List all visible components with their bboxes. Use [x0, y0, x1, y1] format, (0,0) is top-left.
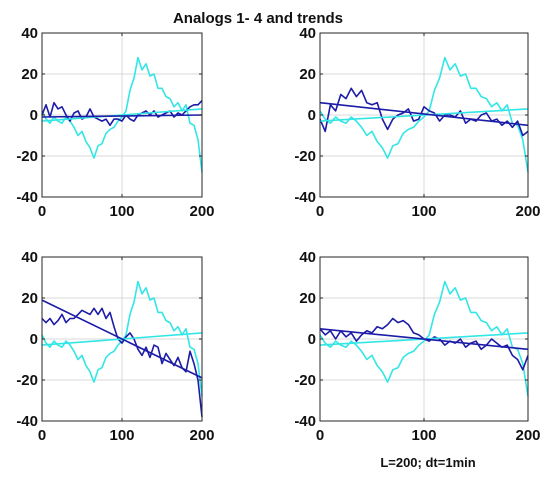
x-tick-label: 0	[316, 427, 324, 444]
analog-trend-line	[41, 299, 203, 379]
analog-series-line	[41, 307, 203, 417]
x-tick-label: 100	[109, 203, 134, 220]
y-tick-label: 0	[308, 107, 316, 124]
y-tick-label: 40	[21, 249, 38, 266]
y-tick-label: 40	[299, 25, 316, 42]
x-tick-label: 200	[189, 427, 214, 444]
y-tick-label: -40	[16, 413, 38, 430]
y-tick-label: -40	[294, 413, 316, 430]
x-tick-label: 100	[109, 427, 134, 444]
x-tick-label: 0	[316, 203, 324, 220]
x-tick-label: 0	[38, 427, 46, 444]
y-tick-label: -20	[16, 148, 38, 165]
y-tick-label: 0	[308, 331, 316, 348]
reference-trend-line	[41, 108, 203, 122]
y-tick-label: 0	[30, 107, 38, 124]
analog-trend-line	[319, 101, 529, 127]
y-tick-label: 0	[30, 331, 38, 348]
y-tick-label: -40	[16, 189, 38, 206]
figure-title: Analogs 1- 4 and trends	[173, 10, 343, 27]
y-tick-label: 40	[21, 25, 38, 42]
y-tick-label: 20	[299, 290, 316, 307]
x-tick-label: 100	[411, 203, 436, 220]
y-tick-label: 20	[21, 290, 38, 307]
y-tick-label: -40	[294, 189, 316, 206]
y-tick-label: 20	[21, 66, 38, 83]
x-tick-label: 100	[411, 427, 436, 444]
x-tick-label: 0	[38, 203, 46, 220]
y-tick-label: 40	[299, 249, 316, 266]
y-tick-label: -20	[294, 372, 316, 389]
analog-trend-line	[319, 328, 529, 351]
y-tick-label: -20	[294, 148, 316, 165]
y-tick-label: 20	[299, 66, 316, 83]
figure-annotation: L=200; dt=1min	[380, 455, 475, 470]
reference-trend-line	[319, 108, 529, 122]
analog-trend-line	[41, 114, 203, 118]
x-tick-label: 200	[189, 203, 214, 220]
y-tick-label: -20	[16, 372, 38, 389]
x-tick-label: 200	[515, 203, 540, 220]
analog-series-line	[319, 87, 529, 137]
x-tick-label: 200	[515, 427, 540, 444]
